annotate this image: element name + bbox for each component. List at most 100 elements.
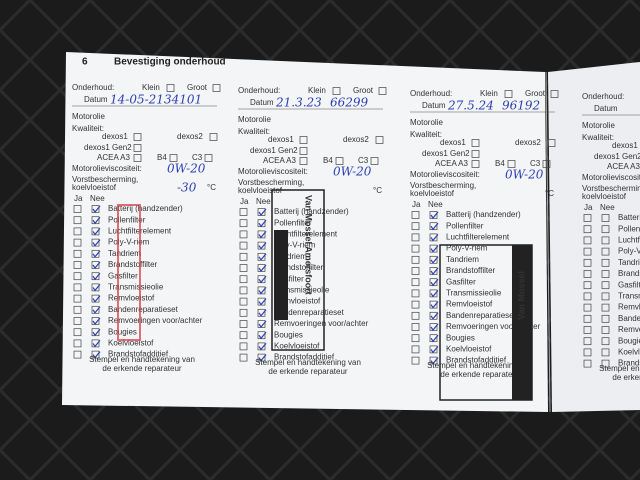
checkbox [429,311,438,320]
checklist-item: Brandstoffilter [108,260,158,269]
stamp-frame [271,189,325,351]
checkbox [257,252,266,261]
checkbox [257,286,266,295]
checkbox [91,227,100,236]
label-acea: ACEA A3 [263,156,296,165]
check-mark [258,219,267,228]
checkbox [429,233,438,242]
checkbox [239,208,248,216]
label-acea: ACEA A3 [607,162,640,171]
stamp-band [512,245,532,400]
checkbox [91,328,100,337]
checkbox [133,133,142,141]
label-dexos1-gen2: dexos1 Gen2 [84,143,132,152]
checklist-item: Pollenfilter [108,215,146,224]
check-mark [258,275,267,284]
checkbox [429,356,438,365]
label-datum: Datum [84,95,108,104]
checkbox [73,339,82,348]
checkbox [239,320,248,328]
label-kwaliteit: Kwaliteit: [410,130,442,139]
checkbox [257,208,266,216]
checkbox [212,84,221,92]
checkbox [471,139,480,147]
checkbox [335,157,344,165]
checkbox [542,160,551,168]
checkbox [257,275,266,284]
checklist-item: Brandstoffilter [274,263,324,272]
check-mark [258,331,267,340]
checkbox [73,238,82,247]
checkbox [583,359,592,368]
checkbox [133,154,142,162]
label-nee: Nee [256,197,271,206]
checkbox [429,278,438,287]
label-dexos2: dexos2 [343,135,369,144]
checklist-item: Bandenreparatieset [274,308,345,317]
checkbox [91,249,100,258]
checkbox [257,219,266,228]
checkbox [257,331,266,340]
stamp-caption: de erkende reparateur [440,370,520,379]
checkbox [429,300,438,309]
check-mark [430,346,439,354]
checkbox [91,283,100,292]
checkbox [91,339,100,348]
checkbox [204,154,213,162]
label-vorst: Vorstbescherming, [238,178,304,187]
checklist-item: Remvloeistof [618,303,640,312]
checkbox [411,334,420,343]
label-ja: Ja [412,200,421,209]
checkbox [429,222,438,231]
checklist-item: Remvloeistof [274,297,321,306]
label-klein: Klein [480,89,498,98]
label-c3: C3 [530,159,541,168]
checklist-item: Remvoeringen voor/achter [446,322,541,331]
stamp-caption: Stempel en handtekening van [599,364,640,373]
checklist-item: Koelvloeistof [618,348,640,357]
checkbox [239,308,248,317]
stamp-text: Van Mossel [516,271,526,320]
checklist-item: Pollenfilter [274,218,312,227]
checklist-item: Gasfilter [618,280,640,289]
checkbox [209,133,218,141]
checkbox [601,258,610,267]
stamp-caption: de erkende reparateur [102,364,182,373]
check-mark [430,312,439,320]
checkbox [411,244,420,253]
checkbox [601,225,610,234]
label-dexos1: dexos1 [102,132,128,141]
check-mark [430,222,439,231]
checkbox [133,144,142,152]
checkbox [583,326,592,334]
checkbox [73,249,82,258]
checkbox [91,238,100,247]
checkbox [299,147,308,155]
checklist-item: Luchtfilterelement [618,236,640,245]
checkbox [601,314,610,323]
label-acea: ACEA A3 [435,159,468,168]
checkbox [547,139,556,147]
checklist-item: Bougies [108,327,137,336]
checkbox [239,264,248,272]
checkbox [429,255,438,264]
checkbox [257,342,266,351]
checkbox [583,281,592,290]
label-groot: Groot [525,89,546,98]
checkbox [239,353,248,362]
handwritten-viscosity: 0W-20 [167,162,206,176]
label-ja: Ja [74,194,83,203]
label-celsius: °C [207,183,216,192]
handwritten-viscosity: 0W-20 [333,165,372,179]
checklist-item: Tandriem [446,255,479,264]
checklist-item: Gasfilter [108,271,138,280]
checkbox [429,345,438,354]
label-viscositeit: Motorolieviscositeit: [582,173,640,182]
checklist-item: Transmissieolie [446,289,502,298]
label-dexos1: dexos1 [440,138,466,147]
checkbox [73,227,82,236]
checkbox [73,350,82,359]
check-mark [92,351,101,359]
stamp-band [274,230,288,320]
label-motorolie: Motorolie [238,115,271,124]
